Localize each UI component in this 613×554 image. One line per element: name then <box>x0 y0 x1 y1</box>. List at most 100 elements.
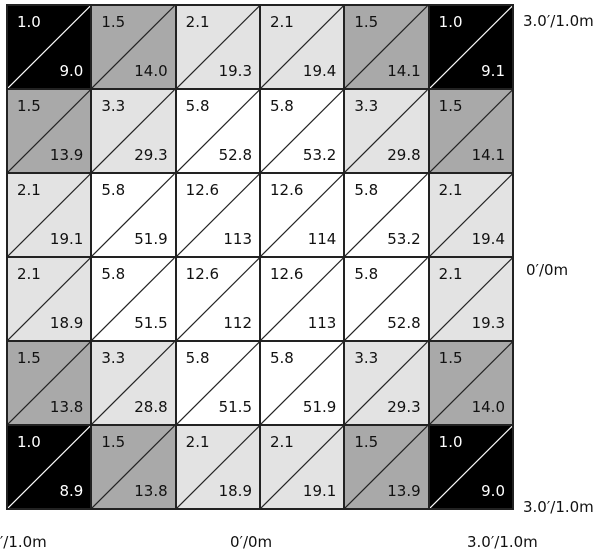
cell-bottom-value: 13.9 <box>49 146 84 164</box>
cell-diagonal <box>430 174 512 256</box>
cell-top-value: 3.3 <box>101 349 126 367</box>
cell-bottom-value: 14.0 <box>134 62 168 80</box>
cell-diagonal <box>261 90 343 172</box>
cell-diagonal <box>430 426 512 508</box>
grid-cell: 2.1 19.1 <box>260 425 345 509</box>
grid-cell: 2.1 19.3 <box>175 5 260 89</box>
cell-top-value: 2.1 <box>270 13 294 31</box>
grid-cell: 2.1 19.3 <box>428 257 513 341</box>
grid-cell: 5.8 51.9 <box>91 173 176 257</box>
cell-bottom-value: 13.8 <box>134 482 168 500</box>
cell-bottom-value: 113 <box>223 230 252 248</box>
cell-bottom-value: 51.9 <box>302 398 337 416</box>
grid-cell: 1.0 8.9 <box>7 425 92 509</box>
cell-top-value: 12.6 <box>270 265 304 283</box>
cell-top-value: 5.8 <box>270 97 294 115</box>
cell-top-value: 2.1 <box>270 433 294 451</box>
grid-cell: 1.5 13.9 <box>344 425 429 509</box>
cell-diagonal <box>92 342 174 424</box>
cell-diagonal <box>177 342 259 424</box>
cell-diagonal <box>8 6 90 88</box>
cell-top-value: 2.1 <box>17 181 41 199</box>
cell-top-value: 5.8 <box>101 265 126 283</box>
grid-cell: 1.5 13.8 <box>7 341 92 425</box>
cell-diagonal <box>430 6 512 88</box>
cell-diagonal <box>430 258 512 340</box>
cell-diagonal <box>261 426 343 508</box>
grid-cell: 1.0 9.1 <box>428 5 513 89</box>
cell-diagonal <box>8 426 90 508</box>
cell-bottom-value: 29.8 <box>387 146 421 164</box>
cell-diagonal <box>92 258 174 340</box>
cell-top-value: 1.5 <box>354 433 379 451</box>
cell-top-value: 1.5 <box>17 349 41 367</box>
grid-cell: 2.1 18.9 <box>175 425 260 509</box>
cell-diagonal <box>430 90 512 172</box>
cell-bottom-value: 53.2 <box>387 230 421 248</box>
grid-cell: 3.3 28.8 <box>91 341 176 425</box>
cell-top-value: 2.1 <box>185 13 210 31</box>
cell-bottom-value: 19.4 <box>471 230 505 248</box>
grid-cell: 5.8 52.8 <box>175 89 260 173</box>
cell-top-value: 1.0 <box>17 433 41 451</box>
cell-top-value: 5.8 <box>270 349 294 367</box>
cell-bottom-value: 53.2 <box>302 146 337 164</box>
grid-cell: 1.5 14.0 <box>428 341 513 425</box>
cell-top-value: 5.8 <box>185 97 210 115</box>
grid-cell: 12.6 113 <box>260 257 345 341</box>
cell-top-value: 2.1 <box>17 265 41 283</box>
cell-top-value: 5.8 <box>354 181 379 199</box>
grid-cell: 1.5 13.9 <box>7 89 92 173</box>
cell-diagonal <box>261 258 343 340</box>
grid-cell: 1.5 14.0 <box>91 5 176 89</box>
grid-cell: 5.8 51.9 <box>260 341 345 425</box>
grid-cell: 1.5 14.1 <box>428 89 513 173</box>
cell-bottom-value: 14.1 <box>471 146 505 164</box>
cell-diagonal <box>177 426 259 508</box>
cell-bottom-value: 13.9 <box>387 482 421 500</box>
cell-top-value: 2.1 <box>438 265 463 283</box>
grid-cell: 5.8 52.8 <box>344 257 429 341</box>
cell-diagonal <box>177 174 259 256</box>
cell-bottom-value: 9.1 <box>481 62 505 80</box>
bottom-left-distance-label: 3.0′/1.0m <box>0 533 47 551</box>
cell-top-value: 1.5 <box>101 13 126 31</box>
cell-top-value: 5.8 <box>354 265 379 283</box>
grid-cell: 12.6 114 <box>260 173 345 257</box>
cell-top-value: 5.8 <box>185 349 210 367</box>
cell-bottom-value: 28.8 <box>134 398 168 416</box>
cell-diagonal <box>92 90 174 172</box>
cell-diagonal <box>177 258 259 340</box>
cell-diagonal <box>345 6 427 88</box>
grid-cell: 2.1 19.4 <box>260 5 345 89</box>
cell-top-value: 12.6 <box>270 181 304 199</box>
cell-diagonal <box>345 90 427 172</box>
cell-top-value: 1.0 <box>438 13 463 31</box>
cell-diagonal <box>345 174 427 256</box>
grid-cell: 2.1 19.1 <box>7 173 92 257</box>
cell-diagonal <box>8 174 90 256</box>
cell-diagonal <box>261 342 343 424</box>
cell-bottom-value: 52.8 <box>218 146 252 164</box>
cell-top-value: 2.1 <box>438 181 463 199</box>
cell-bottom-value: 19.3 <box>471 314 505 332</box>
grid-cell: 5.8 53.2 <box>260 89 345 173</box>
cell-bottom-value: 8.9 <box>59 482 84 500</box>
cell-bottom-value: 19.1 <box>302 482 337 500</box>
cell-bottom-value: 114 <box>307 230 337 248</box>
illuminance-grid: 1.0 9.0 1.5 14.0 2.1 19.3 2.1 19.4 1.5 14.1 1.0 9.1… <box>6 4 514 510</box>
cell-bottom-value: 51.5 <box>134 314 168 332</box>
cell-bottom-value: 14.0 <box>471 398 505 416</box>
cell-top-value: 1.5 <box>438 349 463 367</box>
cell-diagonal <box>8 342 90 424</box>
cell-diagonal <box>8 90 90 172</box>
cell-diagonal <box>261 6 343 88</box>
right-top-distance-label: 3.0′/1.0m <box>523 12 594 30</box>
grid-cell: 3.3 29.3 <box>344 341 429 425</box>
cell-top-value: 3.3 <box>101 97 126 115</box>
cell-bottom-value: 29.3 <box>387 398 421 416</box>
grid-cell: 1.0 9.0 <box>7 5 92 89</box>
cell-top-value: 1.5 <box>354 13 379 31</box>
grid-cell: 5.8 53.2 <box>344 173 429 257</box>
right-middle-distance-label: 0′/0m <box>526 261 569 279</box>
